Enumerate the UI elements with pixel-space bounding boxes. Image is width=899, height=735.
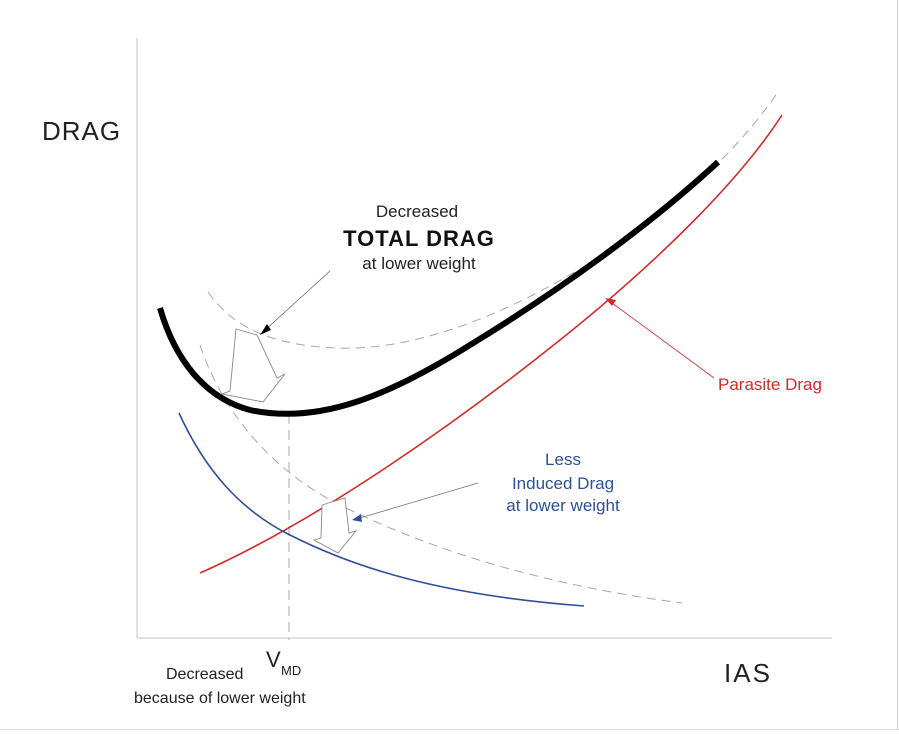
vmd-symbol: V	[266, 647, 281, 672]
induced-drag-label-line3: at lower weight	[506, 496, 620, 515]
x-axis-label: IAS	[724, 658, 772, 688]
y-axis-label: DRAG	[42, 116, 121, 146]
induced-drag-label-line1: Less	[545, 450, 581, 469]
vmd-prefix-label: Decreased	[166, 666, 243, 683]
parasite-leader-arrowhead	[605, 298, 616, 306]
induced-drag-shift-arrow	[312, 497, 358, 554]
total-drag-label-line2: TOTAL DRAG	[343, 226, 495, 251]
induced-leader-arrowhead	[352, 514, 362, 522]
parasite-drag-label: Parasite Drag	[718, 375, 822, 394]
total-drag-shift-arrow	[220, 328, 286, 403]
total-drag-leader-arrowhead	[260, 324, 271, 335]
induced-drag-label-line2: Induced Drag	[512, 474, 614, 493]
total-drag-curve	[157, 159, 721, 417]
induced-leader	[359, 482, 479, 519]
original-induced-drag-curve	[199, 344, 683, 604]
total-drag-leader	[263, 270, 331, 332]
parasite-leader	[611, 302, 715, 379]
vmd-suffix-label: because of lower weight	[134, 690, 306, 707]
induced-drag-curve	[178, 412, 585, 607]
parasite-drag-curve	[199, 114, 783, 574]
original-total-drag-curve	[207, 91, 779, 349]
total-drag-label-line1: Decreased	[376, 202, 458, 221]
vmd-subscript: MD	[281, 663, 301, 678]
total-drag-label-line3: at lower weight	[362, 254, 476, 273]
